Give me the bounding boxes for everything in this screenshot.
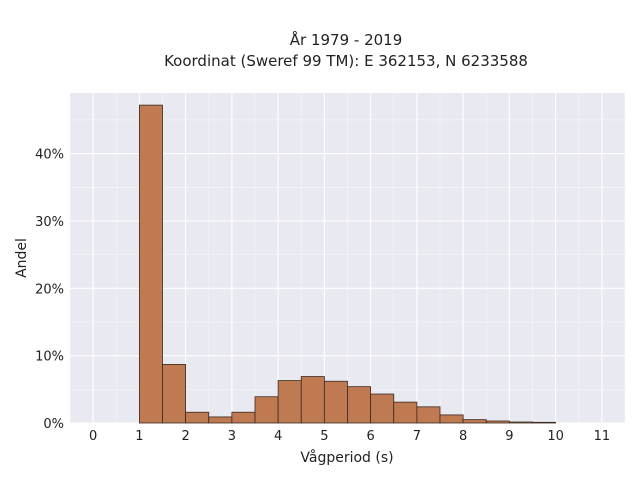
x-tick-label: 4 — [274, 429, 282, 444]
histogram-bar — [532, 421, 557, 424]
x-tick-label: 11 — [594, 429, 611, 444]
x-tick-label: 5 — [320, 429, 328, 444]
histogram-bar — [277, 380, 302, 424]
chart-title-line1: År 1979 - 2019 — [290, 30, 403, 49]
y-tick-label: 20% — [35, 282, 64, 297]
histogram-bar — [347, 386, 372, 424]
x-tick-label: 1 — [135, 429, 143, 444]
histogram-bar — [254, 396, 279, 424]
y-tick-label: 0% — [43, 417, 64, 432]
histogram-bar — [370, 393, 395, 424]
y-tick-labels: 0% 10% 20% 30% 40% — [35, 148, 64, 432]
histogram-bar — [138, 104, 163, 424]
histogram-bar — [231, 411, 256, 424]
y-axis-label: Andel — [14, 238, 30, 278]
histogram-bar — [162, 364, 187, 424]
y-tick-label: 10% — [35, 350, 64, 365]
x-tick-label: 2 — [181, 429, 189, 444]
histogram-bar — [508, 421, 533, 424]
x-tick-label: 3 — [228, 429, 236, 444]
x-tick-label: 9 — [505, 429, 513, 444]
histogram-bar — [393, 401, 418, 424]
x-tick-label: 8 — [459, 429, 467, 444]
x-axis-label: Vågperiod (s) — [300, 449, 393, 466]
histogram-bar — [300, 376, 325, 424]
x-tick-label: 6 — [366, 429, 374, 444]
x-tick-label: 10 — [547, 429, 564, 444]
histogram-bar — [485, 420, 510, 424]
y-tick-label: 30% — [35, 215, 64, 230]
x-tick-label: 0 — [89, 429, 97, 444]
chart-title-line2: Koordinat (Sweref 99 TM): E 362153, N 62… — [164, 52, 528, 70]
bars — [138, 104, 557, 424]
histogram-bar — [439, 414, 464, 424]
histogram-bar — [323, 380, 348, 424]
histogram-bar — [462, 419, 487, 424]
histogram-bar — [416, 406, 441, 424]
x-tick-labels: 0 1 2 3 4 5 6 7 8 9 10 11 — [89, 429, 610, 444]
histogram-bar — [185, 411, 210, 424]
y-tick-label: 40% — [35, 148, 64, 163]
x-tick-label: 7 — [413, 429, 421, 444]
histogram-bar — [208, 416, 233, 424]
